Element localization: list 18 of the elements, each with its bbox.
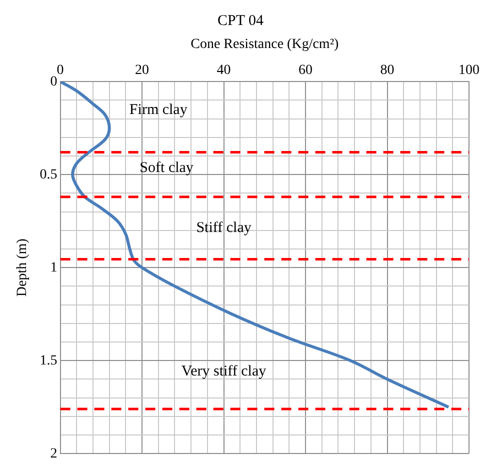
x-axis-title: Cone Resistance (Kg/cm²) — [190, 37, 340, 52]
annotation: Firm clay — [129, 102, 188, 118]
y-tick-label: 2 — [50, 446, 58, 462]
annotation: Soft clay — [140, 160, 194, 176]
y-tick-label: 0.5 — [40, 167, 58, 182]
y-tick-label: 0 — [50, 74, 58, 90]
x-tick-label: 100 — [458, 62, 480, 78]
y-axis-title: Depth (m) — [15, 238, 30, 297]
line-series — [60, 82, 450, 409]
annotation: Very stiff clay — [181, 363, 267, 380]
x-tick-label: 60 — [298, 62, 313, 78]
chart-title: CPT 04 — [218, 12, 264, 29]
x-tick-label: 40 — [216, 62, 231, 78]
y-tick-label: 1.5 — [40, 353, 58, 368]
x-tick-label: 80 — [380, 62, 394, 78]
annotation: Stiff clay — [196, 220, 252, 236]
x-tick-label: 20 — [135, 62, 150, 78]
y-tick-label: 1 — [50, 260, 58, 276]
